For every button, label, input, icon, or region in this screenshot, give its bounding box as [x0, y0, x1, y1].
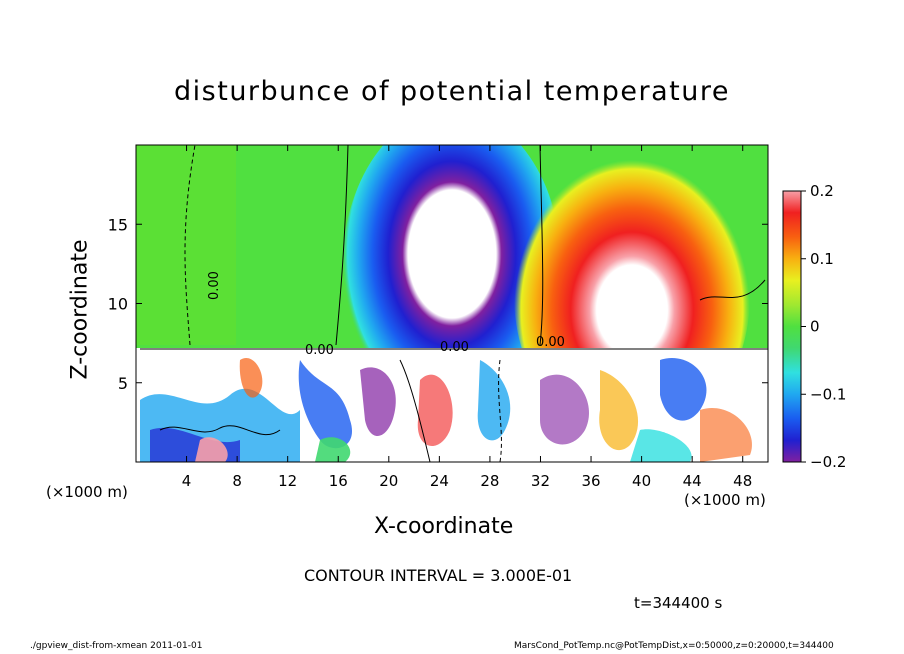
colorbar-tick-label: 0 [810, 318, 820, 336]
colorbar-tick-label: −0.1 [810, 385, 846, 403]
x-tick-label: 20 [379, 472, 398, 490]
colorbar-tick-label: 0.1 [810, 250, 834, 268]
contour-value-label: 0.00 [305, 343, 334, 358]
x-unit-label-left: (×1000 m) [46, 483, 128, 501]
colorbar-ticks: 0.2 0.1 0 −0.1 −0.2 [801, 182, 846, 471]
x-tick-label: 32 [531, 472, 550, 490]
colorbar-tick-label: −0.2 [810, 453, 846, 471]
field-left-region [136, 145, 236, 345]
contour-value-label: 0.00 [536, 335, 565, 350]
chart-title: disturbunce of potential temperature [174, 76, 730, 107]
contour-value-label: 0.00 [207, 271, 222, 300]
colorbar-tick-label: 0.2 [810, 182, 834, 200]
x-unit-label-right: (×1000 m) [684, 491, 766, 509]
x-tick-label: 40 [632, 472, 651, 490]
y-axis-label: Z-coordinate [67, 239, 93, 380]
heatmap-field [136, 145, 768, 462]
x-tick-label: 8 [232, 472, 242, 490]
footer-source: MarsCond_PotTemp.nc@PotTempDist,x=0:5000… [514, 641, 834, 651]
x-tick-label: 44 [683, 472, 702, 490]
contour-label-group: 0.00 0.00 0.00 0.00 [207, 271, 565, 358]
x-tick-label: 24 [430, 472, 449, 490]
x-tick-label: 4 [182, 472, 192, 490]
y-tick-label: 15 [108, 215, 128, 234]
contour-lines [140, 145, 768, 462]
x-tick-label: 48 [733, 472, 752, 490]
y-axis-ticks: 5 10 15 [108, 215, 768, 393]
x-tick-label: 16 [329, 472, 348, 490]
y-tick-label: 5 [118, 374, 128, 393]
colorbar [782, 190, 802, 463]
x-tick-label: 28 [480, 472, 499, 490]
x-tick-label: 12 [278, 472, 297, 490]
y-tick-label: 10 [108, 295, 128, 314]
contour-interval: CONTOUR INTERVAL = 3.000E-01 [304, 566, 573, 585]
x-tick-label: 36 [581, 472, 600, 490]
time-stamp: t=344400 s [634, 594, 723, 612]
lower-layer-eddies [140, 358, 752, 462]
y-axis-label-box: Z-coordinate [60, 235, 100, 385]
x-axis-ticks: 4 8 12 16 20 24 28 32 36 40 44 48 [182, 145, 752, 490]
x-axis-label: X-coordinate [374, 514, 514, 539]
contour-value-label: 0.00 [440, 340, 469, 355]
footer-script: ./gpview_dist-from-xmean 2011-01-01 [30, 641, 203, 651]
